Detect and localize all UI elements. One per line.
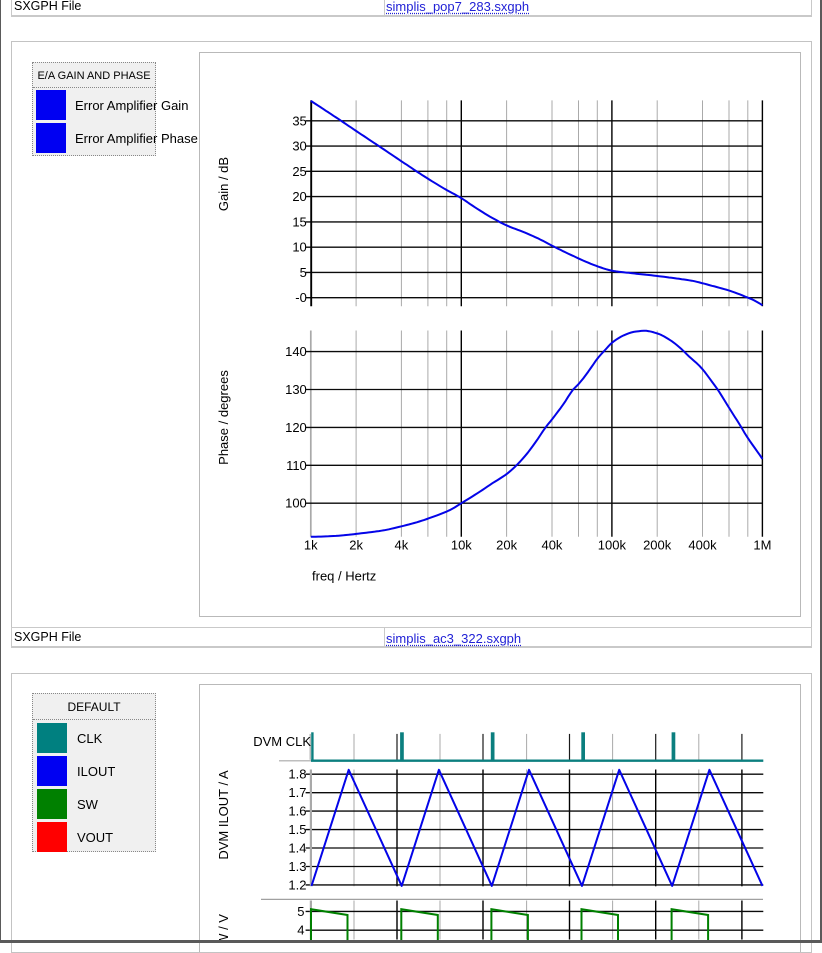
svg-text:DVM ILOUT / A: DVM ILOUT / A bbox=[216, 770, 231, 860]
svg-text:1M: 1M bbox=[753, 538, 771, 553]
svg-text:100k: 100k bbox=[598, 538, 627, 553]
svg-text:2k: 2k bbox=[349, 538, 363, 553]
svg-text:140: 140 bbox=[285, 344, 307, 359]
svg-text:35: 35 bbox=[292, 113, 306, 128]
svg-text:1.7: 1.7 bbox=[288, 785, 306, 800]
svg-text:130: 130 bbox=[285, 382, 307, 397]
svg-text:1.3: 1.3 bbox=[288, 859, 306, 874]
svg-text:5: 5 bbox=[300, 265, 307, 280]
svg-text:400k: 400k bbox=[688, 538, 717, 553]
svg-text:25: 25 bbox=[292, 164, 306, 179]
svg-text:10: 10 bbox=[292, 240, 306, 255]
svg-text:4: 4 bbox=[297, 923, 304, 938]
svg-text:freq / Hertz: freq / Hertz bbox=[312, 569, 376, 584]
svg-text:200k: 200k bbox=[643, 538, 672, 553]
svg-text:1.6: 1.6 bbox=[288, 804, 306, 819]
svg-text:Phase / degrees: Phase / degrees bbox=[216, 370, 231, 465]
svg-text:20k: 20k bbox=[496, 538, 517, 553]
svg-text:120: 120 bbox=[285, 420, 307, 435]
svg-text:40k: 40k bbox=[541, 538, 562, 553]
svg-text:1.4: 1.4 bbox=[288, 841, 306, 856]
svg-text:1.8: 1.8 bbox=[288, 767, 306, 782]
svg-text:110: 110 bbox=[286, 458, 307, 473]
svg-text:1.2: 1.2 bbox=[288, 877, 306, 892]
svg-text:1.5: 1.5 bbox=[288, 822, 306, 837]
svg-text:15: 15 bbox=[292, 214, 306, 229]
svg-text:20: 20 bbox=[292, 189, 306, 204]
svg-text:100: 100 bbox=[285, 496, 307, 511]
svg-text:30: 30 bbox=[292, 139, 306, 154]
svg-text:1k: 1k bbox=[304, 538, 318, 553]
svg-text:DVM SW / V: DVM SW / V bbox=[216, 914, 231, 943]
svg-text:-0: -0 bbox=[295, 290, 307, 305]
svg-text:4k: 4k bbox=[395, 538, 409, 553]
svg-text:10k: 10k bbox=[451, 538, 472, 553]
svg-text:Gain / dB: Gain / dB bbox=[216, 157, 231, 211]
svg-text:5: 5 bbox=[297, 904, 304, 919]
svg-text:DVM CLK: DVM CLK bbox=[253, 734, 311, 749]
